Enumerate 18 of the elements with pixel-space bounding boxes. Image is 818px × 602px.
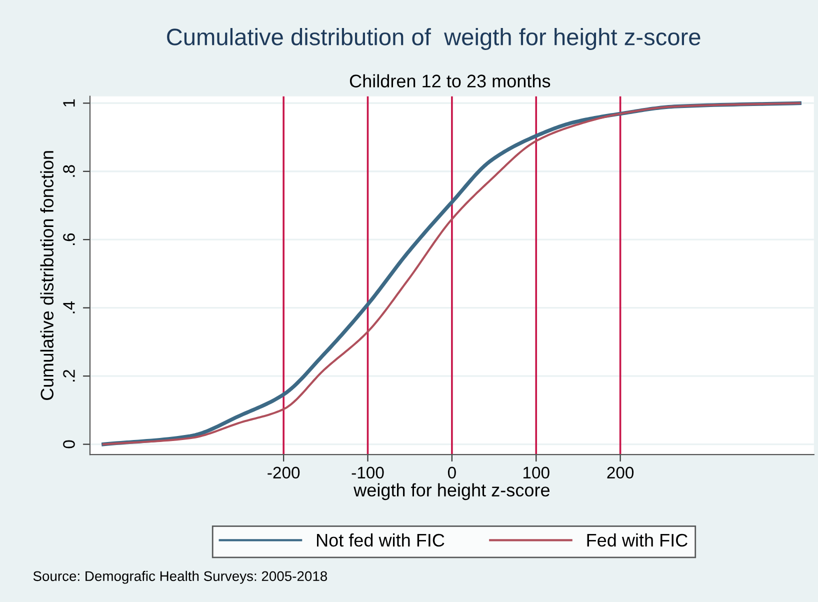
chart-subtitle: Children 12 to 23 months [350, 74, 550, 88]
y-axis-title: Cumulative distribution fonction [40, 151, 54, 400]
y-tick-label: .4 [63, 301, 75, 314]
legend-label: Not fed with FIC [317, 533, 444, 547]
y-tick-label: .8 [63, 165, 75, 177]
chart-title: Cumulative distribution of weigth for height z-score [167, 28, 700, 50]
y-tick-label: 0 [63, 440, 75, 448]
y-tick-label: .2 [63, 370, 75, 382]
x-tick-label: -200 [268, 466, 300, 479]
x-axis-title: weigth for height z-score [354, 483, 550, 500]
x-tick-label: 0 [448, 466, 456, 479]
source-note: Source: Demografic Health Surveys: 2005-2018 [33, 570, 328, 584]
x-tick-label: 100 [523, 466, 550, 479]
y-tick-label: .6 [63, 233, 75, 246]
legend-label: Fed with FIC [587, 533, 688, 547]
x-tick-label: 200 [607, 466, 634, 479]
y-tick-label: 1 [63, 99, 75, 107]
x-tick-label: -100 [352, 466, 384, 479]
